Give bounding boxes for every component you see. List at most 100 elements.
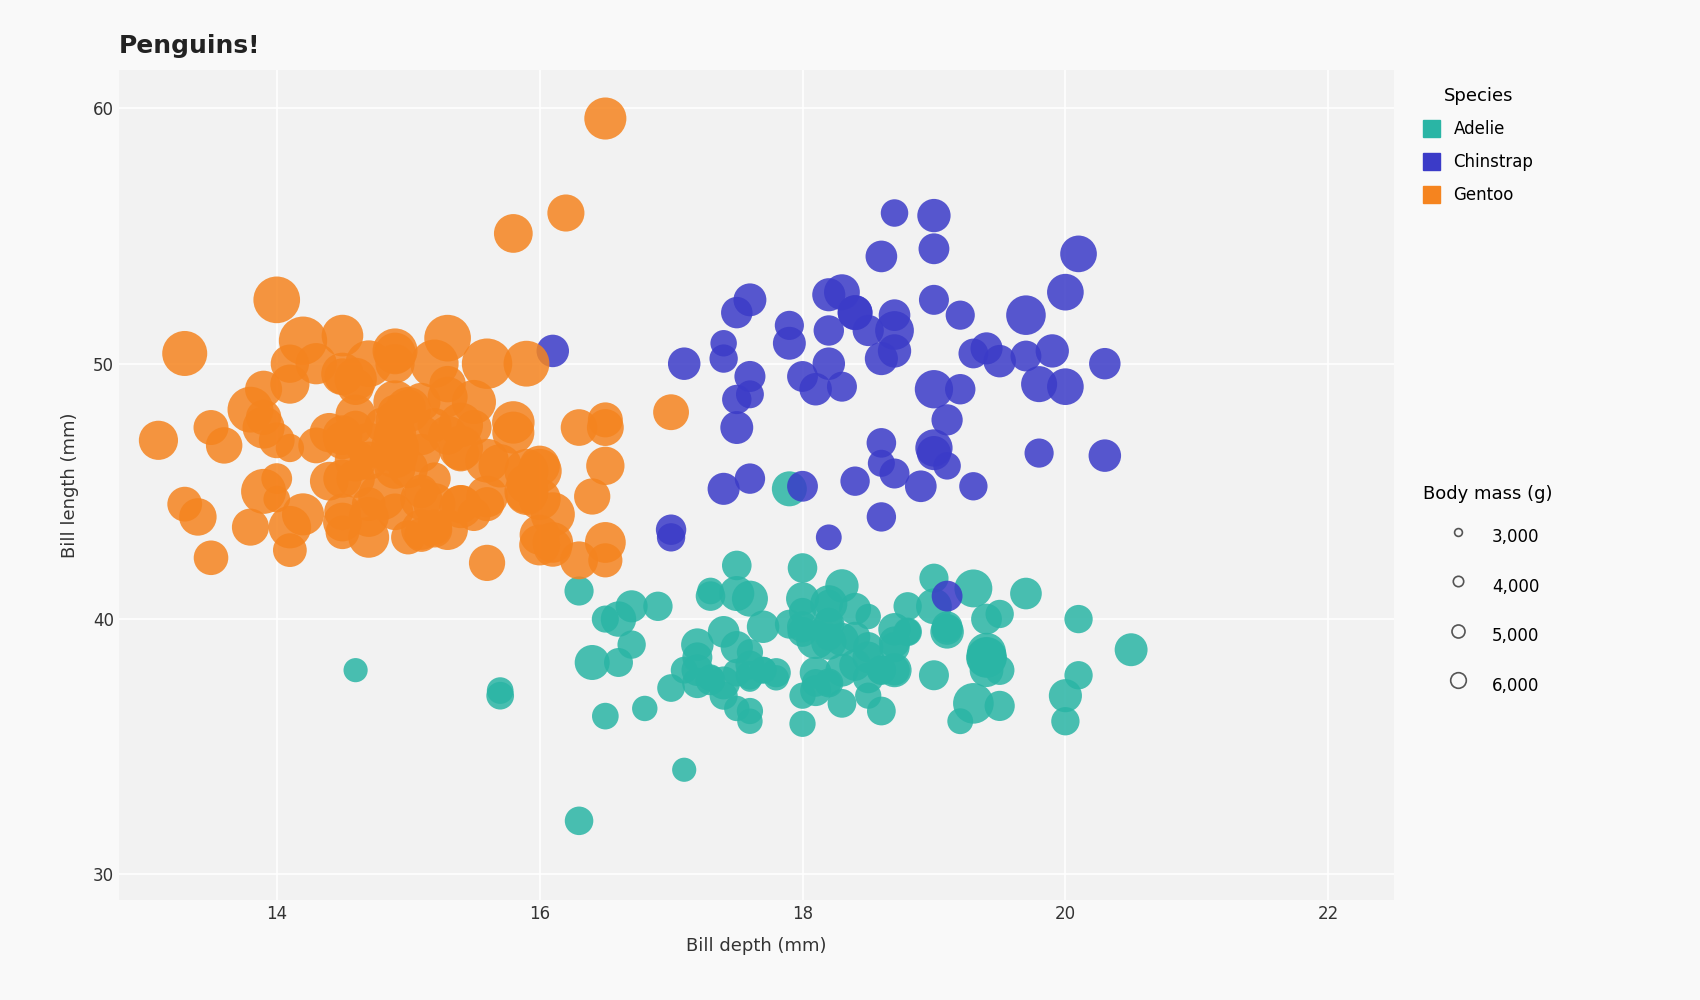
- Point: [842, 601, 869, 617]
- Point: [434, 389, 461, 405]
- Point: [736, 386, 763, 402]
- Point: [486, 458, 513, 474]
- Point: [750, 619, 777, 635]
- Point: [867, 662, 894, 678]
- Point: [855, 688, 882, 704]
- Point: [1052, 284, 1080, 300]
- Point: [1091, 356, 1119, 372]
- Point: [539, 534, 566, 550]
- Point: [867, 455, 894, 471]
- Point: [394, 399, 422, 415]
- Point: [867, 351, 894, 367]
- Point: [960, 478, 988, 494]
- Point: [986, 698, 1013, 714]
- Point: [881, 307, 908, 323]
- Point: [539, 343, 566, 359]
- Point: [816, 287, 843, 303]
- Point: [789, 716, 816, 732]
- Point: [722, 639, 750, 655]
- Point: [920, 440, 947, 456]
- Point: [422, 417, 449, 433]
- Point: [525, 527, 552, 543]
- Point: [592, 111, 619, 127]
- Point: [342, 471, 369, 487]
- Point: [789, 603, 816, 619]
- Point: [816, 356, 843, 372]
- Point: [816, 629, 843, 645]
- Point: [264, 292, 291, 308]
- Point: [763, 670, 791, 686]
- Point: [867, 435, 894, 451]
- Point: [277, 440, 304, 456]
- Point: [328, 524, 355, 540]
- Point: [473, 488, 500, 504]
- Point: [264, 471, 291, 487]
- Point: [592, 552, 619, 568]
- Point: [422, 471, 449, 487]
- Point: [434, 330, 461, 346]
- Point: [842, 657, 869, 673]
- Point: [920, 598, 947, 614]
- Point: [711, 351, 738, 367]
- Point: [855, 670, 882, 686]
- Point: [316, 473, 343, 489]
- Point: [722, 586, 750, 602]
- Point: [619, 637, 646, 653]
- Point: [486, 683, 513, 699]
- Point: [1052, 379, 1080, 395]
- Point: [328, 432, 355, 448]
- Point: [473, 496, 500, 512]
- Point: [381, 394, 408, 410]
- Point: [736, 368, 763, 384]
- Point: [960, 345, 988, 361]
- Point: [316, 425, 343, 441]
- Point: [619, 598, 646, 614]
- Point: [722, 665, 750, 681]
- Point: [736, 713, 763, 729]
- Point: [736, 292, 763, 308]
- Point: [408, 527, 435, 543]
- Point: [552, 205, 580, 221]
- Point: [277, 519, 304, 535]
- Point: [881, 322, 908, 338]
- Point: [933, 619, 960, 635]
- Point: [525, 458, 552, 474]
- Point: [972, 611, 1000, 627]
- Point: [842, 305, 869, 321]
- Legend: 3,000, 4,000, 5,000, 6,000: 3,000, 4,000, 5,000, 6,000: [1414, 477, 1561, 709]
- Point: [1025, 445, 1052, 461]
- Point: [277, 542, 304, 558]
- Point: [722, 391, 750, 407]
- Point: [775, 481, 802, 497]
- Point: [342, 379, 369, 395]
- Point: [802, 683, 830, 699]
- Point: [842, 629, 869, 645]
- Point: [867, 509, 894, 525]
- Point: [947, 713, 974, 729]
- Point: [422, 356, 449, 372]
- Point: [631, 700, 658, 716]
- Point: [473, 555, 500, 571]
- Point: [447, 496, 474, 512]
- Point: [816, 596, 843, 612]
- Point: [697, 670, 724, 686]
- Point: [736, 667, 763, 683]
- Point: [972, 662, 1000, 678]
- Point: [342, 420, 369, 436]
- Point: [816, 596, 843, 612]
- Point: [711, 481, 738, 497]
- Point: [933, 621, 960, 637]
- Point: [250, 409, 277, 425]
- Point: [828, 578, 855, 594]
- Point: [355, 509, 383, 525]
- Point: [894, 598, 921, 614]
- Point: [289, 506, 316, 522]
- Point: [408, 483, 435, 499]
- Point: [328, 368, 355, 384]
- Point: [697, 588, 724, 604]
- Point: [342, 662, 369, 678]
- Point: [933, 458, 960, 474]
- Point: [1025, 376, 1052, 392]
- Point: [816, 675, 843, 691]
- Point: [447, 417, 474, 433]
